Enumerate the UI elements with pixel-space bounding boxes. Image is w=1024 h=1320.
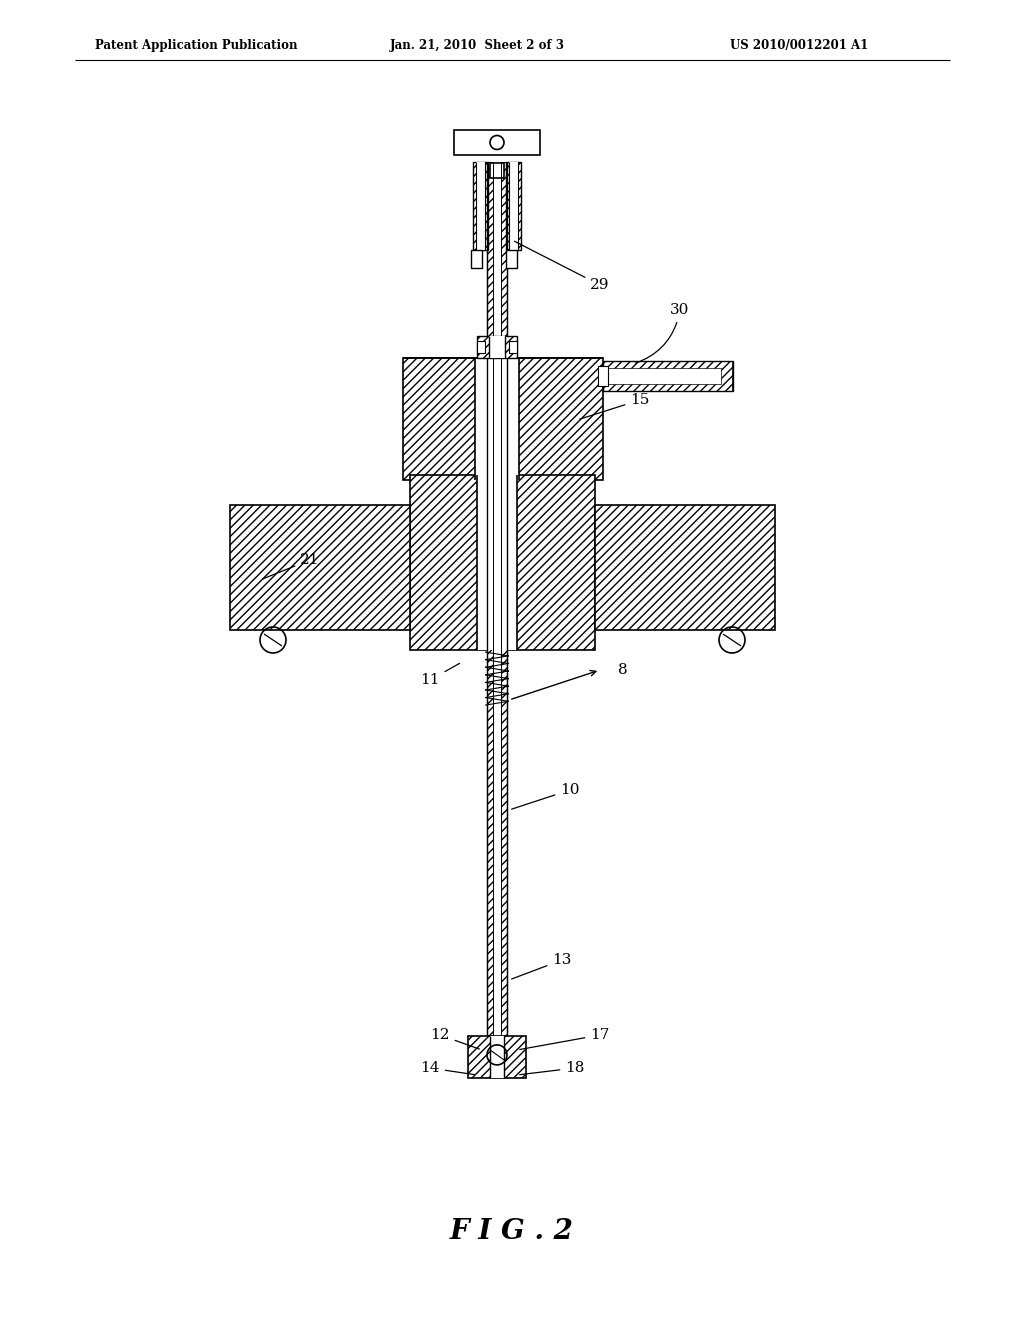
Bar — [598, 366, 608, 385]
Bar — [493, 162, 501, 1071]
Text: 30: 30 — [636, 304, 690, 363]
Bar — [509, 341, 517, 352]
Text: 17: 17 — [520, 1028, 609, 1049]
Text: 11: 11 — [420, 664, 460, 686]
Bar — [475, 358, 519, 480]
Text: 21: 21 — [262, 553, 319, 579]
Bar — [403, 358, 603, 480]
Text: US 2010/0012201 A1: US 2010/0012201 A1 — [730, 40, 868, 51]
Bar — [603, 360, 733, 391]
Text: 8: 8 — [618, 663, 628, 677]
Text: 18: 18 — [520, 1061, 585, 1074]
Bar — [489, 337, 505, 358]
Bar — [468, 1036, 526, 1078]
Text: 14: 14 — [420, 1061, 474, 1074]
Text: 29: 29 — [514, 242, 609, 292]
Bar — [454, 129, 540, 154]
Bar — [230, 506, 410, 630]
Bar — [506, 249, 517, 268]
Bar — [471, 249, 482, 268]
Bar — [506, 162, 521, 249]
Bar — [410, 475, 595, 649]
Text: 15: 15 — [580, 393, 649, 420]
Bar — [473, 162, 488, 249]
Text: 13: 13 — [512, 953, 571, 979]
Bar — [476, 162, 485, 249]
Bar — [603, 368, 721, 384]
Text: 10: 10 — [512, 783, 580, 809]
Bar — [487, 162, 507, 1071]
Bar — [477, 337, 517, 358]
Text: F I G . 2: F I G . 2 — [451, 1218, 573, 1245]
Bar — [490, 1036, 504, 1078]
Text: Patent Application Publication: Patent Application Publication — [95, 40, 298, 51]
Bar — [490, 162, 504, 178]
Bar — [509, 162, 518, 249]
Bar — [595, 506, 775, 630]
Bar — [477, 341, 485, 352]
Text: Jan. 21, 2010  Sheet 2 of 3: Jan. 21, 2010 Sheet 2 of 3 — [390, 40, 565, 51]
Text: 12: 12 — [430, 1028, 479, 1049]
Bar — [477, 475, 517, 649]
